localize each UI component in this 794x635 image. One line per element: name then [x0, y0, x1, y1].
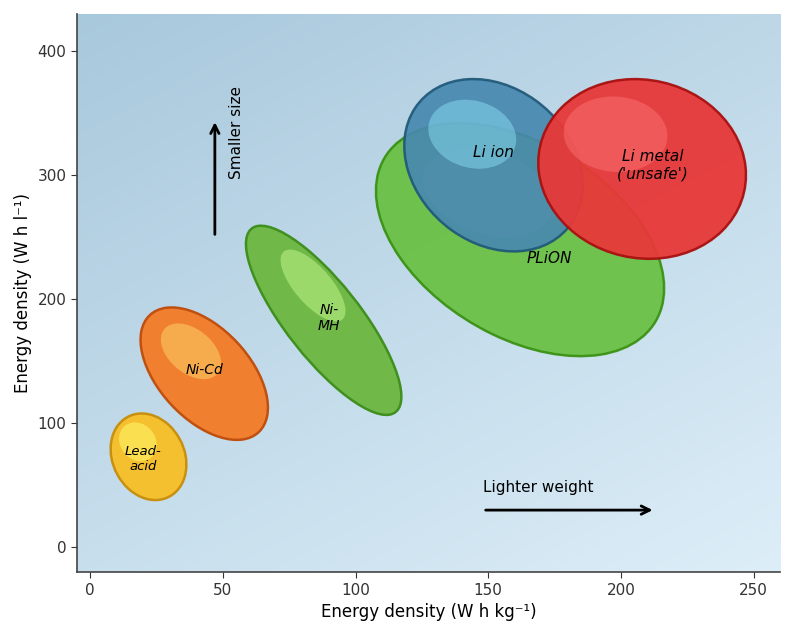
- Ellipse shape: [110, 413, 187, 500]
- Ellipse shape: [423, 148, 553, 237]
- Ellipse shape: [564, 97, 668, 172]
- X-axis label: Energy density (W h kg⁻¹): Energy density (W h kg⁻¹): [321, 603, 536, 621]
- Text: Lighter weight: Lighter weight: [483, 480, 593, 495]
- Text: Lead-
acid: Lead- acid: [125, 445, 162, 473]
- Text: Li ion: Li ion: [473, 145, 514, 160]
- Ellipse shape: [119, 422, 156, 462]
- Ellipse shape: [404, 79, 583, 251]
- Ellipse shape: [141, 307, 268, 440]
- Ellipse shape: [161, 323, 221, 379]
- Ellipse shape: [376, 123, 664, 356]
- Text: Ni-Cd: Ni-Cd: [185, 363, 223, 377]
- Ellipse shape: [538, 79, 746, 259]
- Text: Smaller size: Smaller size: [229, 86, 244, 179]
- Text: Ni-
MH: Ni- MH: [318, 303, 340, 333]
- Text: Li metal
('unsafe'): Li metal ('unsafe'): [617, 149, 688, 182]
- Ellipse shape: [246, 225, 402, 415]
- Ellipse shape: [428, 100, 516, 169]
- Text: PLiON: PLiON: [526, 251, 572, 266]
- Y-axis label: Energy density (W h l⁻¹): Energy density (W h l⁻¹): [13, 193, 32, 393]
- Ellipse shape: [280, 250, 345, 321]
